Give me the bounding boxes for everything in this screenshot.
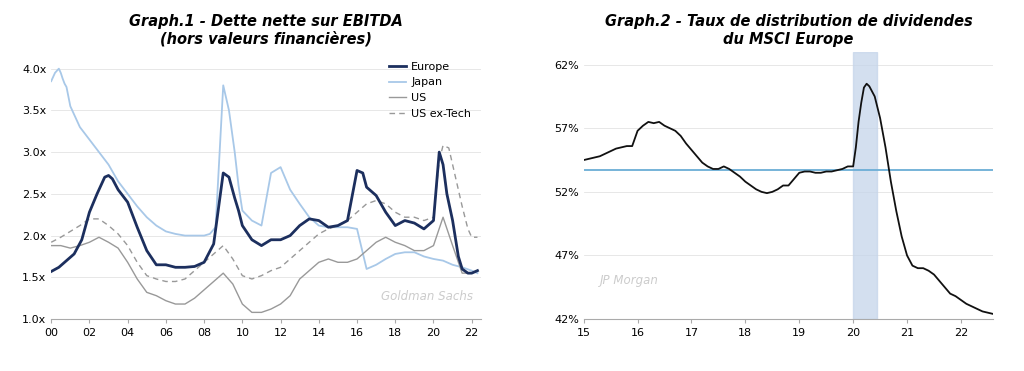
Text: Goldman Sachs: Goldman Sachs <box>381 290 473 303</box>
Title: Graph.1 - Dette nette sur EBITDA
(hors valeurs financières): Graph.1 - Dette nette sur EBITDA (hors v… <box>129 14 403 47</box>
Text: JP Morgan: JP Morgan <box>600 274 658 287</box>
Title: Graph.2 - Taux de distribution de dividendes
du MSCI Europe: Graph.2 - Taux de distribution de divide… <box>604 14 973 47</box>
Legend: Europe, Japan, US, US ex-Tech: Europe, Japan, US, US ex-Tech <box>385 58 476 123</box>
Bar <box>853 52 878 319</box>
Legend: Recessions, MSCI Europe Dividend payout, Median: Recessions, MSCI Europe Dividend payout,… <box>595 367 982 371</box>
